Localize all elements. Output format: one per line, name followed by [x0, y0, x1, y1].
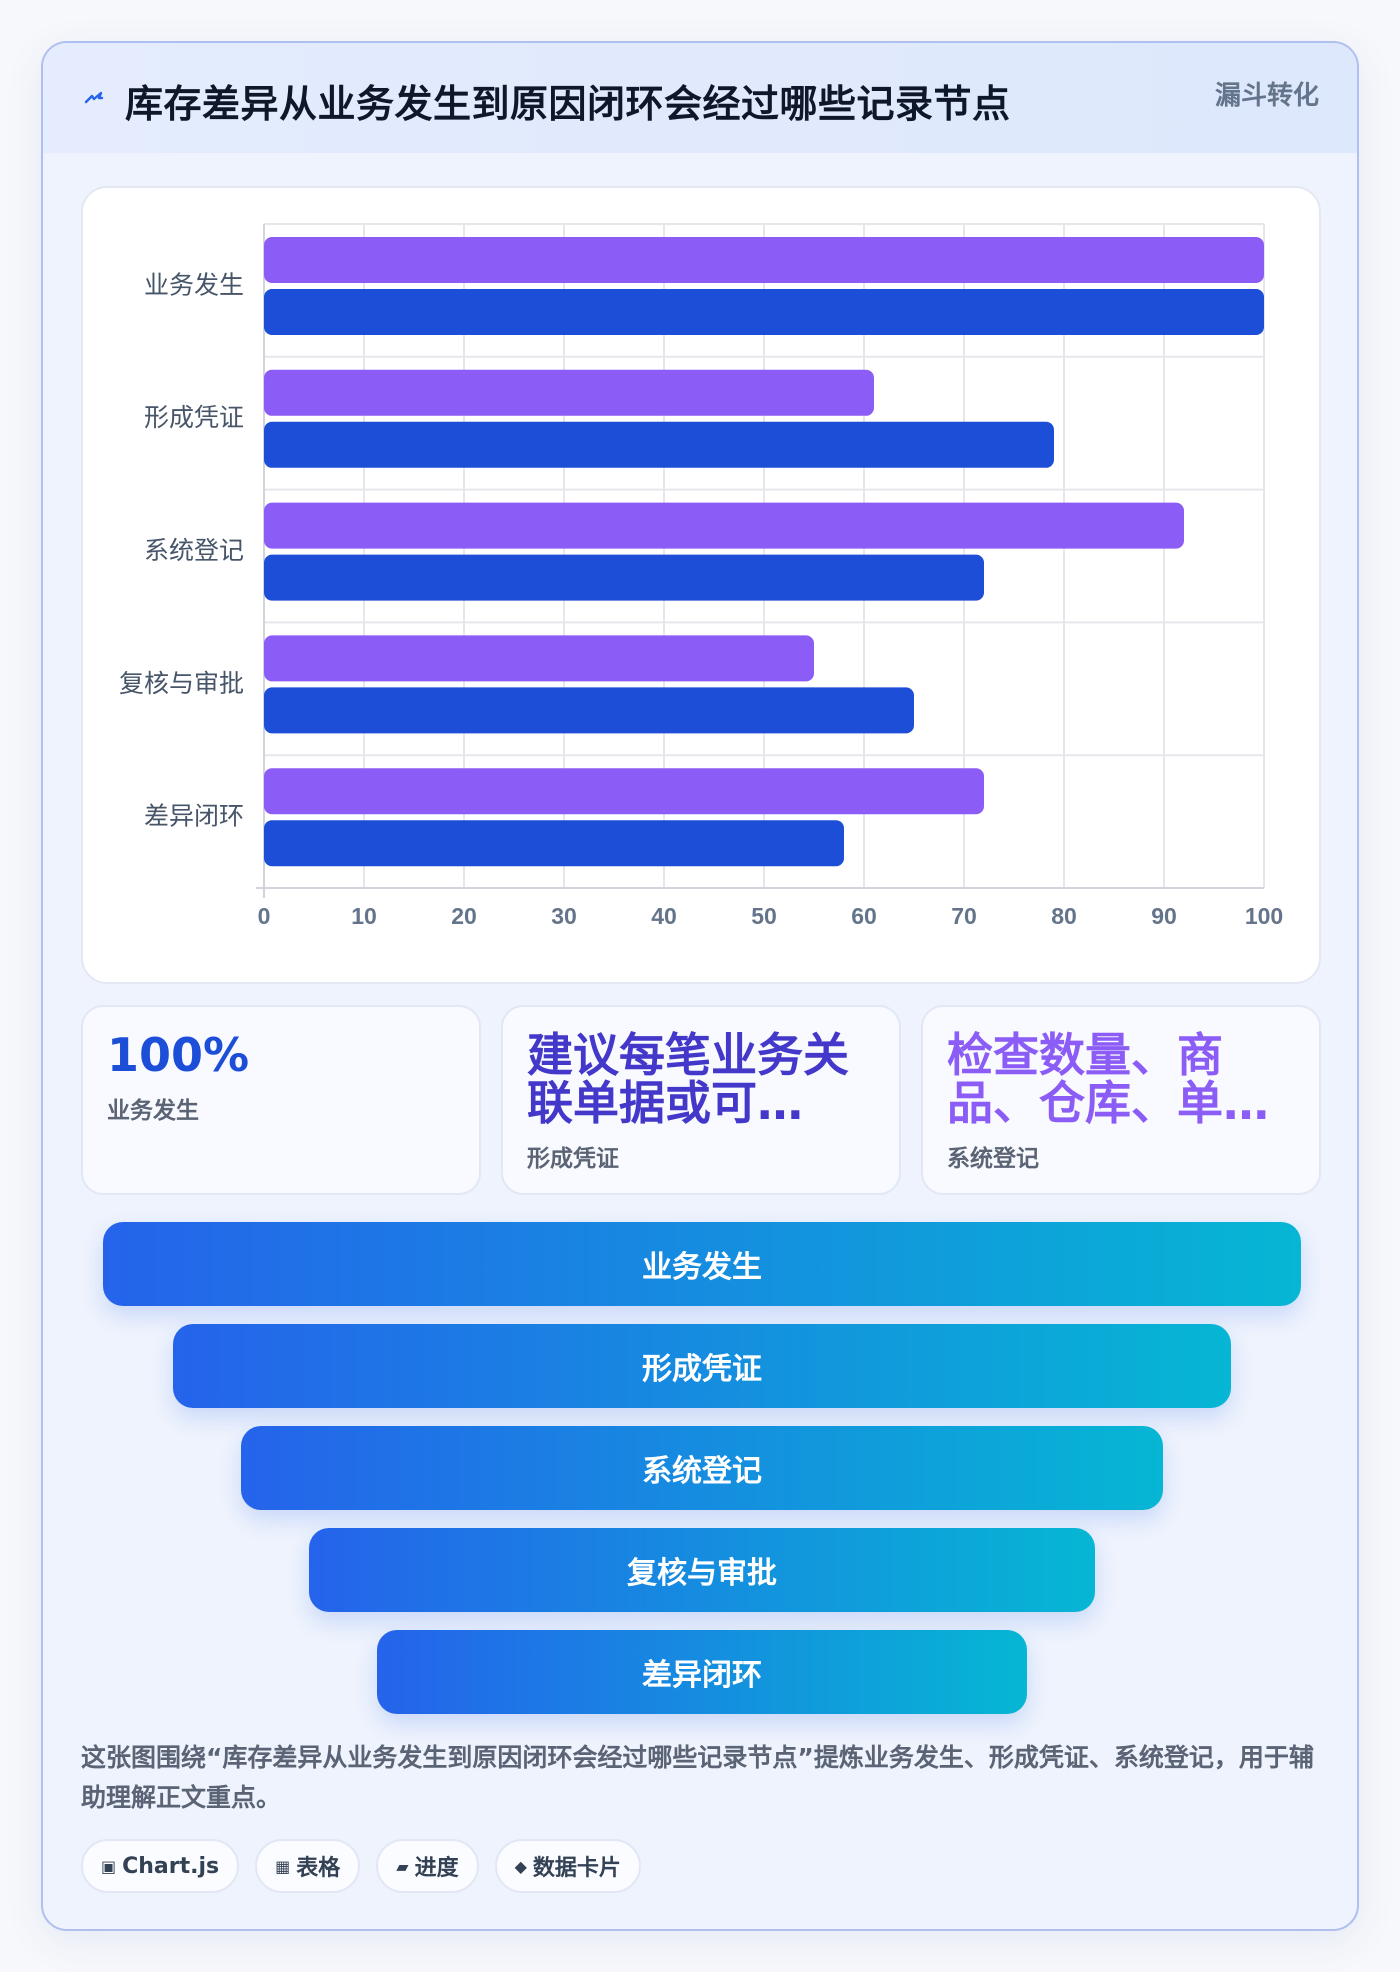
y-tick-label: 差异闭环 [144, 802, 244, 831]
tag-progress[interactable]: ▰ 进度 [376, 1839, 479, 1893]
kpi-label: 系统登记 [947, 1146, 1039, 1172]
kpi-label: 形成凭证 [527, 1146, 619, 1172]
lightning-icon [84, 91, 104, 104]
kpi-card-2: 建议每笔业务关联单据或可… 形成凭证 [501, 1005, 901, 1195]
tag-label: 表格 [296, 1856, 341, 1881]
chart-panel: 业务发生形成凭证系统登记复核与审批差异闭环 0 10 20 30 40 50 60 70 80 90… [81, 186, 1321, 984]
y-tick-label: 形成凭证 [144, 403, 244, 432]
diamond-icon: ◆ [514, 1856, 527, 1876]
x-tick-label: 90 [1151, 903, 1177, 929]
tag-list: ▣ Chart.js ▦ 表格 ▰ 进度 ◆ 数据卡片 [81, 1839, 641, 1893]
x-tick-label: 70 [951, 903, 977, 929]
tag-table[interactable]: ▦ 表格 [255, 1839, 361, 1893]
bar-series-1 [264, 768, 984, 815]
bar-series-2 [264, 820, 844, 867]
y-tick-label: 复核与审批 [119, 669, 244, 698]
x-tick-label: 100 [1245, 903, 1283, 929]
x-tick-label: 10 [351, 903, 377, 929]
page-title: 库存差异从业务发生到原因闭环会经过哪些记录节点 [125, 82, 1011, 126]
funnel-step-1: 业务发生 [103, 1222, 1301, 1306]
tag-label: Chart.js [122, 1853, 220, 1879]
tag-data-card[interactable]: ◆ 数据卡片 [494, 1839, 641, 1893]
description-text: 这张图围绕“库存差异从业务发生到原因闭环会经过哪些记录节点”提炼业务发生、形成凭… [81, 1743, 1314, 1812]
bar-series-1 [264, 635, 814, 682]
x-tick-label: 60 [851, 903, 877, 929]
kpi-card-3: 检查数量、商品、仓库、单… 系统登记 [921, 1005, 1321, 1195]
x-tick-label: 40 [651, 903, 677, 929]
x-tick-label: 0 [258, 903, 271, 929]
y-tick-label: 系统登记 [144, 536, 244, 565]
kpi-value: 检查数量、商品、仓库、单… [947, 1031, 1269, 1127]
chart-icon: ▣ [101, 1856, 117, 1876]
funnel-step-4: 复核与审批 [309, 1528, 1095, 1612]
tag-chartjs[interactable]: ▣ Chart.js [81, 1839, 240, 1893]
x-tick-label: 30 [551, 903, 577, 929]
funnel-step-3: 系统登记 [241, 1426, 1163, 1510]
x-tick-label: 80 [1051, 903, 1077, 929]
table-icon: ▦ [275, 1856, 291, 1876]
bar-series-2 [264, 289, 1264, 335]
header: 库存差异从业务发生到原因闭环会经过哪些记录节点 漏斗转化 [43, 43, 1357, 153]
kpi-label: 业务发生 [107, 1098, 199, 1124]
kpi-value: 建议每笔业务关联单据或可… [527, 1031, 849, 1127]
y-tick-label: 业务发生 [144, 270, 244, 299]
chart-type-badge: 漏斗转化 [1214, 81, 1319, 111]
funnel-step-5: 差异闭环 [377, 1630, 1027, 1714]
bar-series-1 [264, 502, 1184, 549]
funnel-step-2: 形成凭证 [173, 1324, 1231, 1408]
tag-label: 数据卡片 [532, 1856, 621, 1881]
bar-series-1 [264, 369, 874, 416]
kpi-value: 100% [107, 1031, 250, 1079]
bar-series-1 [264, 237, 1264, 283]
x-tick-label: 50 [751, 903, 777, 929]
tag-label: 进度 [414, 1856, 459, 1881]
bar-series-2 [264, 421, 1054, 468]
kpi-card-1: 100% 业务发生 [81, 1005, 481, 1195]
progress-icon: ▰ [396, 1856, 409, 1876]
bar-series-2 [264, 554, 984, 601]
bar-series-2 [264, 687, 914, 734]
x-tick-label: 20 [451, 903, 477, 929]
infographic-card: 库存差异从业务发生到原因闭环会经过哪些记录节点 漏斗转化 业务发生 形成凭证 系统登… [41, 41, 1359, 1931]
